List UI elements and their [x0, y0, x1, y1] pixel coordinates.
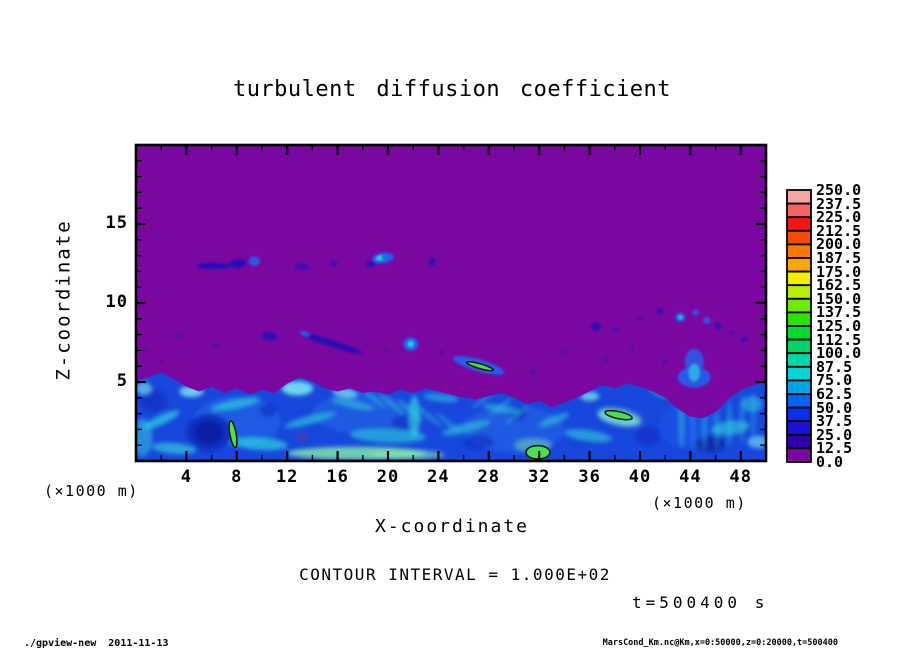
colorbar-label: 212.5 — [816, 221, 862, 240]
z-tick-label: 5 — [116, 371, 128, 391]
colorbar-label: 237.5 — [816, 194, 862, 213]
colorbar-label: 25.0 — [816, 425, 853, 444]
x-tick-label: 48 — [729, 467, 753, 487]
x-tick-label: 4 — [180, 467, 193, 487]
colorbar-label: 200.0 — [816, 235, 862, 254]
colorbar-label: 175.0 — [816, 262, 862, 281]
colorbar-label: 87.5 — [816, 357, 853, 376]
x-tick-label: 36 — [578, 467, 601, 487]
colorbar-label: 187.5 — [816, 249, 862, 267]
colorbar-label: 162.5 — [816, 276, 862, 295]
contour-interval-note: CONTOUR INTERVAL = 1.000E+02 — [299, 565, 611, 584]
x-axis-label: X-coordinate — [374, 516, 530, 537]
colorbar-label: 250.0 — [816, 181, 862, 199]
colorbar-label: 137.5 — [816, 303, 862, 322]
x-axis-unit-label: (×1000 m) — [652, 494, 747, 512]
x-tick-label: 44 — [679, 467, 702, 487]
colorbar-label: 100.0 — [816, 344, 862, 363]
x-tick-label: 24 — [427, 467, 450, 487]
x-tick-label: 40 — [628, 467, 652, 487]
colorbar-label: 62.5 — [816, 385, 853, 403]
colorbar-label: 37.5 — [816, 412, 853, 431]
x-tick-label: 8 — [231, 467, 243, 487]
colorbar — [786, 189, 812, 463]
x-tick-label: 32 — [527, 467, 551, 487]
colorbar-label: 12.5 — [816, 439, 853, 458]
plot-frame — [134, 143, 768, 463]
colorbar-label: 75.0 — [816, 371, 853, 390]
plot-area — [136, 145, 766, 461]
z-tick-label: 10 — [105, 292, 128, 312]
footer-command-text: ./gpview-new 2011-11-13 — [24, 638, 169, 649]
footer-file-text: MarsCond_Km.nc@Km,x=0:50000,z=0:20000,t=… — [602, 638, 838, 648]
colorbar-label: 125.0 — [816, 317, 862, 335]
colorbar-label: 225.0 — [816, 208, 862, 227]
x-tick-label: 16 — [326, 467, 349, 487]
x-tick-label: 20 — [376, 467, 400, 487]
page-title: turbulent diffusion coefficient — [232, 77, 672, 102]
colorbar-label: 0.0 — [816, 453, 844, 471]
colorbar-label: 150.0 — [816, 289, 862, 308]
colorbar-label: 112.5 — [816, 330, 862, 349]
z-axis-unit-label: (×1000 m) — [44, 482, 139, 500]
x-tick-label: 28 — [477, 467, 501, 487]
turbulent-layer-texture — [136, 381, 766, 460]
contour-outlined-streaks — [228, 361, 633, 460]
z-tick-label: 15 — [105, 213, 128, 233]
time-note: t=500400 s — [632, 593, 769, 612]
x-tick-label: 12 — [275, 467, 299, 487]
colorbar-label: 50.0 — [816, 398, 853, 417]
